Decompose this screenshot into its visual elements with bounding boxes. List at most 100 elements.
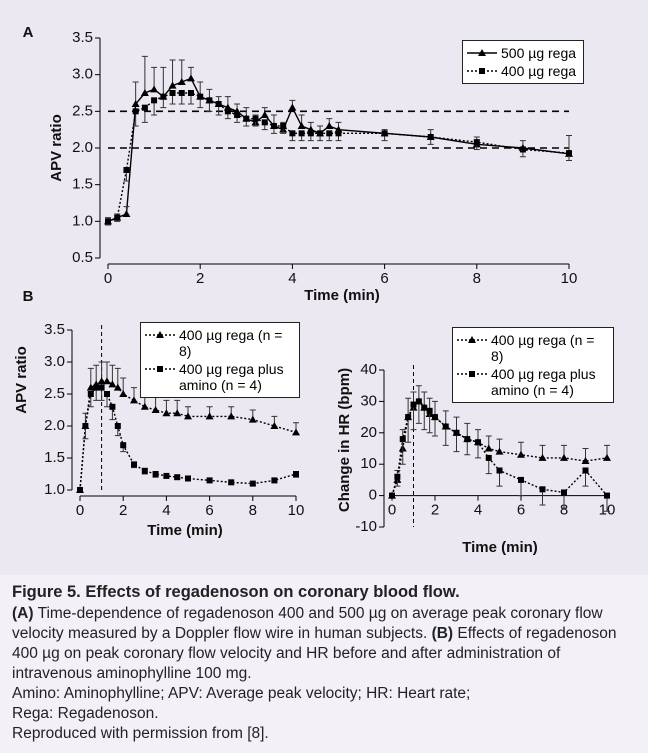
caption-abbreviations: Rega: Regadenoson. (12, 705, 159, 722)
data-point (234, 112, 241, 118)
data-point (261, 119, 268, 126)
data-point (160, 93, 167, 100)
data-point (410, 401, 417, 408)
legend-label: 400 µg rega plus amino (n = 4) (491, 366, 596, 398)
data-point (270, 123, 277, 129)
y-tick-label: 2.5 (44, 385, 65, 402)
data-point (119, 390, 128, 397)
data-point (582, 467, 589, 474)
x-tick-label: 8 (249, 502, 257, 519)
y-tick-label: 20 (360, 424, 377, 441)
data-point (496, 467, 503, 474)
data-point (288, 103, 297, 111)
x-tick-label: 6 (205, 502, 213, 519)
x-tick-label: 10 (288, 502, 305, 519)
data-point (131, 100, 140, 107)
legend-marker (479, 68, 485, 74)
data-point (105, 218, 111, 225)
credit-text: Reproduced with permission from (12, 725, 243, 742)
data-point (442, 423, 449, 430)
legend-entry: 400 µg rega plus amino (n = 4) (457, 366, 609, 398)
data-point (335, 130, 342, 137)
legend-marker (478, 49, 486, 56)
series-line (79, 386, 297, 491)
data-point (108, 380, 117, 388)
series-line (107, 77, 570, 222)
legend-swatch (467, 49, 497, 56)
data-point (517, 450, 525, 458)
data-point (197, 93, 204, 100)
data-point (297, 122, 306, 129)
data-point (538, 453, 547, 461)
data-point (114, 214, 121, 221)
data-point (140, 402, 149, 410)
error-bar (405, 417, 412, 443)
data-point (103, 377, 111, 385)
legend-entry: 500 µg rega (467, 45, 579, 61)
data-point (177, 78, 186, 85)
figure-panel: 0.5 1.0 1.5 2.0 2.5 3.0 3.5 0 2 4 6 8 10 A APV ratio Ti… (12, 23, 616, 556)
data-point (427, 134, 434, 140)
data-point (495, 447, 504, 455)
x-tick-label: 4 (162, 502, 170, 519)
y-tick-label: 2.5 (72, 102, 93, 119)
x-axis-title: Time (min) (304, 287, 380, 304)
caption-abbreviations: Amino: Aminophylline; APV: Average peak … (12, 685, 471, 702)
y-tick-label: 10 (360, 455, 377, 472)
data-point (394, 473, 401, 480)
error-bar (415, 401, 422, 424)
data-point (150, 85, 159, 93)
y-axis-title: APV ratio (48, 114, 65, 182)
data-point (120, 442, 127, 449)
data-point (77, 487, 83, 493)
data-point (326, 130, 333, 137)
x-tick-label: 2 (119, 502, 127, 519)
data-point (185, 475, 191, 482)
legend-label: 500 µg rega (501, 45, 577, 61)
legend-marker (156, 331, 164, 338)
legend-entry: 400 µg rega (n = 8) (145, 327, 295, 359)
data-point (566, 150, 572, 157)
data-point (109, 403, 116, 410)
legend-entry: 400 µg rega plus amino (n = 4) (145, 361, 295, 393)
y-tick-label: 2.0 (72, 139, 93, 156)
data-point (453, 429, 460, 436)
data-point (132, 108, 139, 115)
data-point (270, 422, 279, 429)
data-point (271, 477, 278, 484)
data-point (249, 480, 256, 487)
legend-swatch (145, 331, 175, 338)
error-bar (410, 404, 417, 431)
data-point (485, 454, 492, 461)
data-point (426, 407, 433, 414)
legend-label: 400 µg rega (n = 8) (491, 332, 595, 364)
data-point (389, 492, 395, 499)
data-point (98, 384, 105, 391)
data-point (104, 391, 110, 397)
data-point (228, 479, 235, 486)
x-tick-label: 8 (473, 270, 481, 287)
legend: 400 µg rega (n = 8) 400 µg rega plus amin… (452, 327, 614, 403)
data-point (581, 457, 590, 465)
data-point (87, 391, 94, 397)
y-axis-title: Change in HR (bpm) (336, 368, 353, 512)
data-point (519, 146, 526, 153)
y-tick-label: 30 (360, 392, 377, 409)
data-point (224, 108, 231, 115)
y-tick-label: 1.5 (72, 176, 93, 193)
data-point (280, 123, 287, 129)
error-bar (160, 66, 167, 97)
x-tick-label: 0 (104, 270, 112, 287)
data-point (603, 453, 611, 461)
data-point (317, 130, 324, 137)
data-point (539, 486, 546, 493)
data-point (561, 489, 567, 496)
data-point (464, 436, 471, 443)
data-point (260, 111, 269, 118)
data-point (560, 453, 568, 461)
data-point (178, 90, 185, 96)
legend-swatch (467, 68, 497, 74)
data-point (86, 383, 95, 391)
error-bar (453, 432, 460, 453)
